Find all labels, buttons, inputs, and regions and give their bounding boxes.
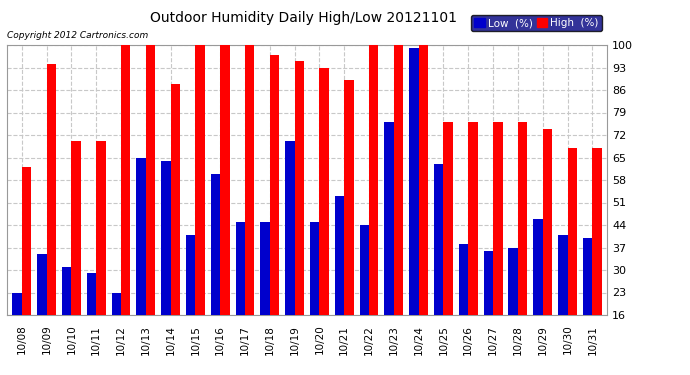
Bar — [47, 64, 56, 366]
Bar — [270, 55, 279, 366]
Bar — [543, 129, 552, 366]
Bar — [245, 45, 255, 366]
Bar — [359, 225, 369, 366]
Bar — [558, 235, 567, 366]
Bar — [96, 141, 106, 366]
Bar — [112, 292, 121, 366]
Text: Outdoor Humidity Daily High/Low 20121101: Outdoor Humidity Daily High/Low 20121101 — [150, 11, 457, 25]
Bar — [335, 196, 344, 366]
Bar — [37, 254, 47, 366]
Bar — [186, 235, 195, 366]
Bar — [509, 248, 518, 366]
Bar — [469, 122, 477, 366]
Bar — [12, 292, 22, 366]
Bar — [444, 122, 453, 366]
Bar — [419, 45, 428, 366]
Bar — [459, 244, 469, 366]
Bar — [583, 238, 592, 366]
Bar — [567, 148, 577, 366]
Bar — [62, 267, 71, 366]
Legend: Low  (%), High  (%): Low (%), High (%) — [471, 15, 602, 32]
Bar — [384, 122, 394, 366]
Bar — [211, 174, 220, 366]
Text: Copyright 2012 Cartronics.com: Copyright 2012 Cartronics.com — [7, 31, 148, 40]
Bar — [369, 45, 379, 366]
Bar — [146, 45, 155, 366]
Bar — [394, 45, 403, 366]
Bar — [137, 158, 146, 366]
Bar — [319, 68, 329, 366]
Bar — [344, 80, 354, 366]
Bar — [195, 45, 205, 366]
Bar — [533, 219, 543, 366]
Bar — [285, 141, 295, 366]
Bar — [592, 148, 602, 366]
Bar — [295, 61, 304, 366]
Bar — [170, 84, 180, 366]
Bar — [493, 122, 502, 366]
Bar — [161, 161, 170, 366]
Bar — [260, 222, 270, 366]
Bar — [409, 48, 419, 366]
Bar — [87, 273, 96, 366]
Bar — [310, 222, 319, 366]
Bar — [71, 141, 81, 366]
Bar — [484, 251, 493, 366]
Bar — [518, 122, 527, 366]
Bar — [22, 167, 31, 366]
Bar — [235, 222, 245, 366]
Bar — [434, 164, 444, 366]
Bar — [121, 45, 130, 366]
Bar — [220, 45, 230, 366]
